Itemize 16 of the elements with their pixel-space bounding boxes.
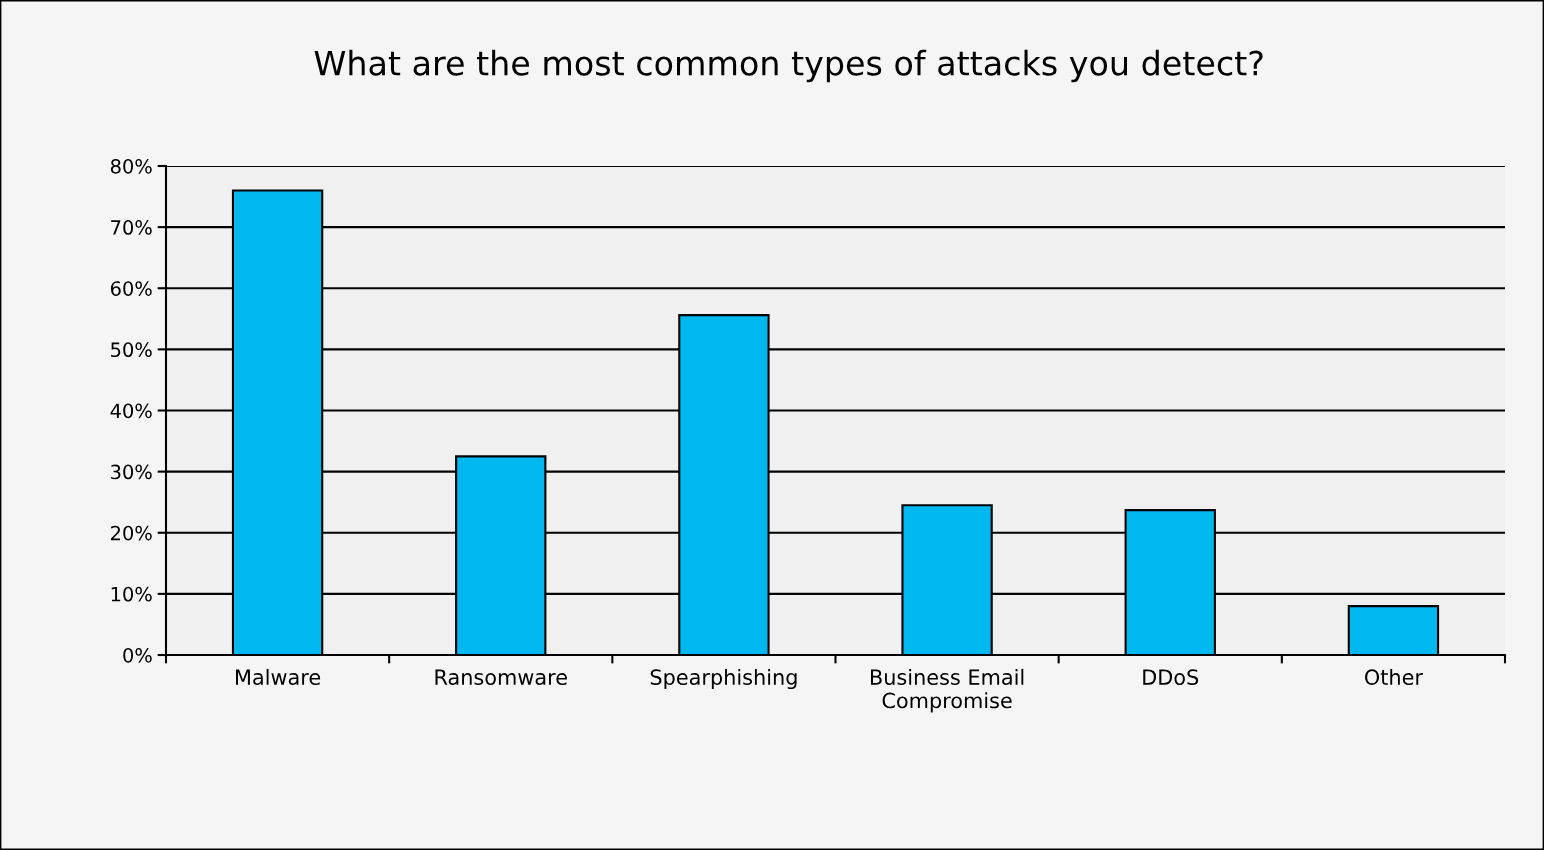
y-tick-label: 80% (110, 158, 152, 174)
y-tick-label: 20% (111, 525, 152, 541)
x-tick-label: Ransomware (435, 669, 567, 686)
y-tick-label: 0% (123, 647, 152, 663)
y-tick-label: 60% (110, 281, 152, 296)
y-tick-label: 30% (111, 464, 152, 480)
x-tick-label: DDoS (1143, 669, 1199, 686)
x-tick-label: Malware (236, 668, 321, 686)
x-tick-label: Spearphishing (650, 668, 797, 690)
y-tick-label: 50% (111, 342, 152, 358)
y-tick-label: 70% (111, 220, 152, 235)
x-tick-label: Other (1365, 668, 1423, 686)
x-tick-label: Business Email Compromise (870, 668, 1024, 713)
y-tick-label: 40% (110, 403, 152, 419)
y-tick-label: 10% (111, 586, 152, 602)
chart-title: What are the most common types of attacks you detect? (314, 49, 1263, 83)
